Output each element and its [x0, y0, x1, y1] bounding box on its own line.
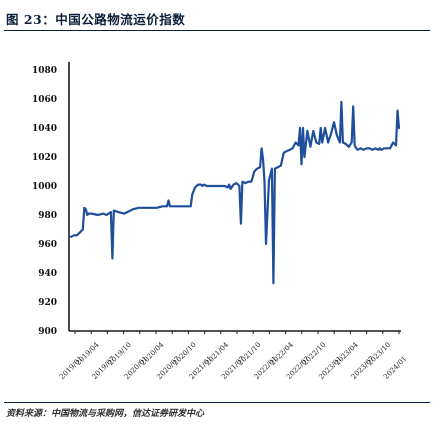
y-tick-label: 1040 [32, 124, 57, 134]
title-divider [4, 30, 430, 31]
series-line-freight-index [69, 100, 401, 285]
line-chart: 900 920 940 960 980 1000 1020 1040 1060 1080 2019… [32, 62, 408, 381]
x-tick-label: 2024/01 [382, 355, 408, 381]
y-tick-label: 960 [38, 240, 57, 250]
x-tick-label: 2020/04 [139, 340, 166, 367]
y-tick-label: 1080 [32, 66, 57, 76]
y-tick-label: 900 [38, 327, 57, 337]
x-tick-label: 2019/04 [74, 340, 101, 367]
x-tick-label: 2023/10 [366, 341, 392, 367]
x-tick-label: 2022/04 [269, 340, 296, 367]
x-tick-label: 2021/10 [236, 341, 262, 367]
y-tick-label: 1000 [32, 182, 57, 192]
source-divider [4, 402, 430, 403]
x-tick-label: 2020/10 [172, 341, 198, 367]
x-tick-label: 2023/04 [334, 340, 361, 367]
y-tick-label: 1020 [32, 153, 57, 163]
y-tick-label: 980 [38, 211, 57, 221]
x-axis-ticks: 2019/012019/042019/072019/102020/012020/… [58, 331, 408, 381]
source-note: 资料来源：中国物流与采购网，信达证券研发中心 [6, 409, 205, 419]
x-tick-label: 2021/04 [204, 340, 231, 367]
y-tick-label: 940 [38, 269, 57, 279]
y-axis-ticks: 900 920 940 960 980 1000 1020 1040 1060 1080 [32, 66, 57, 337]
x-tick-label: 2019/10 [107, 341, 133, 367]
figure-title: 图 23：中国公路物流运价指数 [6, 12, 186, 27]
y-tick-label: 1060 [32, 95, 57, 105]
x-tick-label: 2022/10 [301, 341, 327, 367]
y-tick-label: 920 [38, 298, 57, 308]
